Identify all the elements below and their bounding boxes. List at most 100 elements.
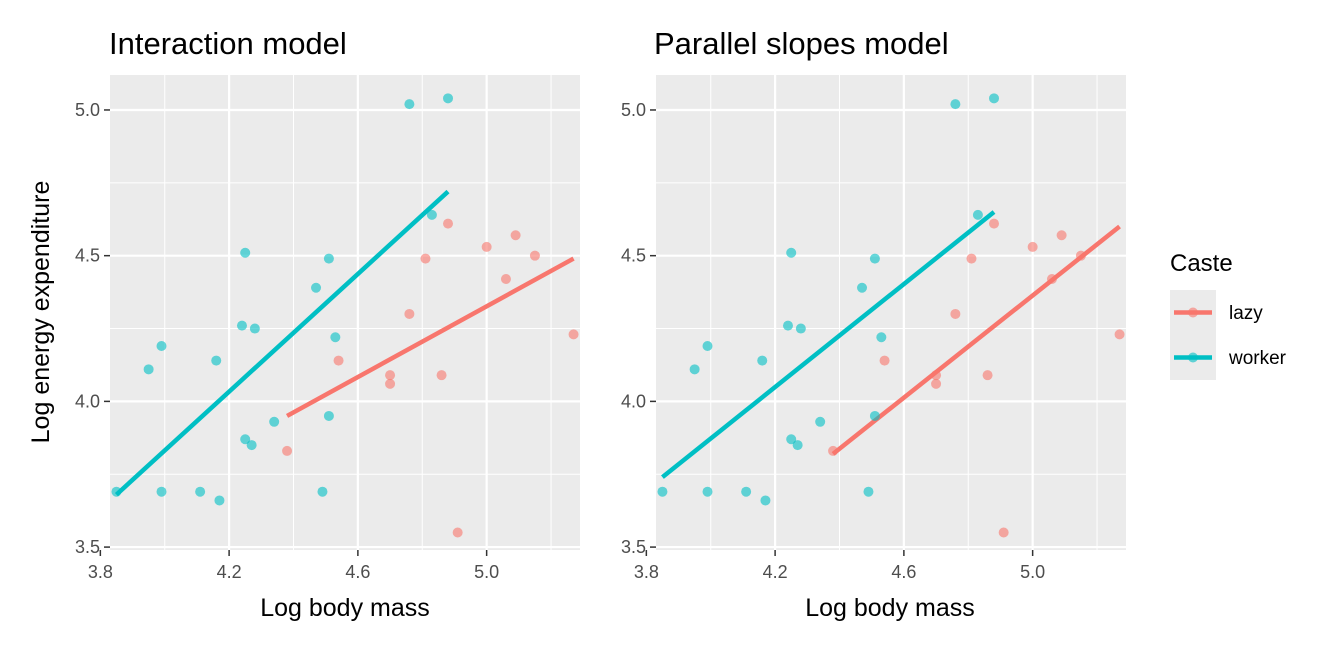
- x-tick-label: 3.8: [634, 562, 659, 582]
- point-worker: [972, 209, 983, 220]
- point-worker: [330, 332, 341, 343]
- point-worker: [786, 247, 797, 258]
- x-axis: 3.8 4.2 4.6 5.0: [634, 550, 1045, 582]
- fit-line-lazy: [831, 224, 1121, 456]
- x-tick-label: 4.6: [345, 562, 370, 582]
- point-worker: [950, 99, 961, 110]
- plot-background: [110, 75, 580, 550]
- legend-key-point-worker: [1188, 352, 1198, 363]
- y-tick-label: 5.0: [75, 100, 100, 120]
- point-lazy: [529, 250, 540, 261]
- legend-key-point-lazy: [1188, 307, 1198, 318]
- point-lazy: [1075, 250, 1086, 261]
- point-worker: [876, 332, 887, 343]
- point-worker: [236, 320, 247, 331]
- point-worker: [156, 341, 167, 352]
- y-axis: 3.5 4.0 4.5 5.0: [75, 100, 110, 557]
- point-lazy: [385, 378, 396, 389]
- point-lazy: [1056, 230, 1067, 241]
- point-lazy: [966, 253, 977, 264]
- point-worker: [741, 486, 752, 497]
- y-tick-label: 4.0: [621, 391, 646, 411]
- point-lazy: [443, 218, 454, 229]
- point-worker: [143, 364, 154, 375]
- y-axis-title: Log energy expenditure: [27, 181, 55, 444]
- point-lazy: [452, 527, 463, 538]
- point-lazy: [1046, 273, 1057, 284]
- y-axis: 3.5 4.0 4.5 5.0: [621, 100, 656, 557]
- point-worker: [111, 486, 122, 497]
- y-tick-label: 3.5: [621, 537, 646, 557]
- point-lazy: [931, 378, 942, 389]
- point-worker: [702, 486, 713, 497]
- legend-title: Caste: [1170, 250, 1233, 277]
- point-worker: [857, 282, 868, 293]
- point-worker: [311, 282, 322, 293]
- plot-background: [656, 75, 1126, 550]
- point-worker: [249, 323, 260, 334]
- point-lazy: [510, 230, 521, 241]
- point-worker: [240, 247, 251, 258]
- point-worker: [317, 486, 328, 497]
- point-lazy: [950, 308, 961, 319]
- point-worker: [989, 93, 1000, 104]
- point-worker: [757, 355, 768, 366]
- point-worker: [657, 486, 668, 497]
- point-lazy: [1027, 241, 1038, 252]
- point-worker: [792, 440, 803, 451]
- gridlines: [645, 75, 1126, 550]
- point-worker: [156, 486, 167, 497]
- point-lazy: [568, 329, 579, 340]
- point-lazy: [982, 370, 993, 381]
- point-worker: [323, 253, 334, 264]
- x-tick-label: 4.6: [891, 562, 916, 582]
- gridlines: [99, 75, 580, 550]
- y-tick-label: 3.5: [75, 537, 100, 557]
- point-lazy: [404, 308, 415, 319]
- point-worker: [702, 341, 713, 352]
- legend-label-lazy: lazy: [1229, 303, 1263, 324]
- y-tick-label: 5.0: [621, 100, 646, 120]
- point-worker: [815, 416, 826, 427]
- point-worker: [443, 93, 454, 104]
- panel-parallel-slopes: Parallel slopes model 3.8 4.2 4.6 5.0 3.5 4.…: [621, 26, 1126, 622]
- point-worker: [240, 434, 251, 445]
- y-tick-label: 4.0: [75, 391, 100, 411]
- y-tick-label: 4.5: [75, 246, 100, 266]
- x-tick-label: 5.0: [1020, 562, 1045, 582]
- point-worker: [404, 99, 415, 110]
- legend: Caste lazy worker: [1170, 250, 1287, 380]
- point-lazy: [282, 445, 293, 456]
- fit-line-worker: [661, 210, 996, 479]
- point-lazy: [500, 273, 511, 284]
- fit-line-lazy: [285, 256, 575, 418]
- x-axis-title: Log body mass: [805, 594, 975, 622]
- legend-label-worker: worker: [1228, 348, 1287, 369]
- point-lazy: [1114, 329, 1125, 340]
- point-lazy: [879, 355, 890, 366]
- point-worker: [195, 486, 206, 497]
- x-tick-label: 5.0: [474, 562, 499, 582]
- point-worker: [689, 364, 700, 375]
- panel-title: Interaction model: [109, 26, 347, 61]
- data-points: [657, 93, 1125, 538]
- point-worker: [246, 440, 257, 451]
- point-worker: [211, 355, 222, 366]
- point-worker: [214, 495, 225, 506]
- point-lazy: [828, 445, 839, 456]
- point-lazy: [989, 218, 1000, 229]
- x-tick-label: 4.2: [763, 562, 788, 582]
- point-worker: [795, 323, 806, 334]
- point-worker: [869, 253, 880, 264]
- point-worker: [323, 410, 334, 421]
- fit-lines: [114, 189, 575, 497]
- x-axis: 3.8 4.2 4.6 5.0: [88, 550, 499, 582]
- point-worker: [782, 320, 793, 331]
- point-lazy: [481, 241, 492, 252]
- point-lazy: [931, 370, 942, 381]
- panel-interaction: Interaction model 3.8 4.2 4.6 5.0 3.5 4.0 4.5…: [27, 26, 580, 622]
- point-lazy: [420, 253, 431, 264]
- point-lazy: [436, 370, 447, 381]
- point-worker: [426, 209, 437, 220]
